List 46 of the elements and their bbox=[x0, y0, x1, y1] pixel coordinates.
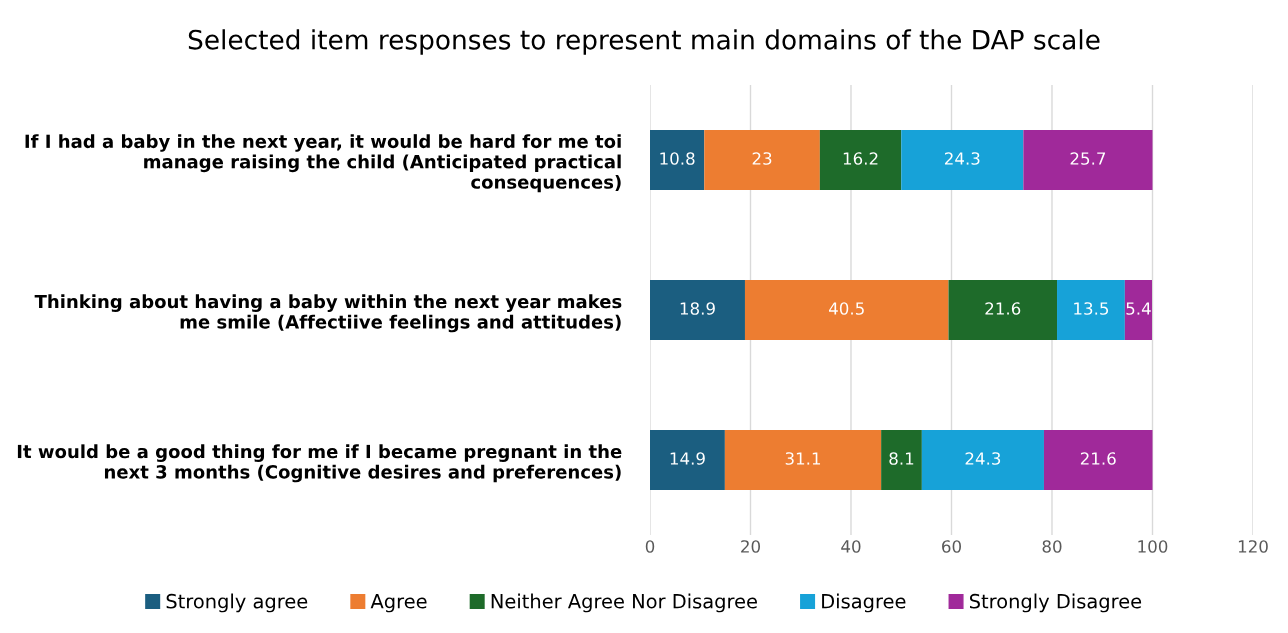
y-tick-label: It would be a good thing for me if I became pregnant in the next 3 months (Cognitive desires and preferences) bbox=[17, 444, 622, 483]
data-label: 21.6 bbox=[985, 302, 1021, 315]
x-tick-label: 40 bbox=[841, 540, 861, 553]
bar bbox=[1023, 130, 1153, 190]
x-tick-label: 20 bbox=[741, 540, 760, 553]
x-tick-label: 60 bbox=[942, 540, 961, 553]
data-label: 16.2 bbox=[843, 152, 878, 165]
data-label: 18.9 bbox=[680, 302, 715, 315]
bar bbox=[1124, 280, 1152, 340]
data-label: 5.4 bbox=[1126, 302, 1151, 315]
bar bbox=[901, 130, 1024, 190]
legend-label: Disagree bbox=[822, 593, 906, 613]
data-label: 25.7 bbox=[1070, 152, 1106, 165]
data-label: 23 bbox=[752, 152, 772, 165]
data-label: 14.9 bbox=[670, 452, 705, 465]
data-label: 10.8 bbox=[660, 152, 695, 165]
x-tick-label: 100 bbox=[1138, 540, 1168, 553]
data-label: 24.3 bbox=[965, 452, 1001, 465]
x-tick-label: 0 bbox=[645, 540, 655, 553]
bar bbox=[819, 130, 902, 190]
data-label: 40.5 bbox=[828, 302, 864, 315]
bar bbox=[704, 130, 820, 190]
bar bbox=[650, 130, 705, 190]
bar bbox=[1043, 430, 1153, 490]
bar bbox=[744, 280, 949, 340]
data-label: 13.5 bbox=[1074, 302, 1109, 315]
data-label: 21.6 bbox=[1080, 452, 1116, 465]
x-tick-label: 80 bbox=[1042, 540, 1062, 553]
bar bbox=[724, 430, 882, 490]
bar bbox=[921, 430, 1044, 490]
y-tick-label: If I had a baby in the next year, it would be hard for me toi manage raising the child (Anticipated practical consequences) bbox=[25, 134, 621, 193]
data-label: 31.1 bbox=[785, 452, 821, 465]
data-label: 24.3 bbox=[944, 152, 980, 165]
x-tick-label: 120 bbox=[1238, 540, 1268, 553]
y-tick-label: Thinking about having a baby within the next year makes me smile (Affectiive feelings and attitudes) bbox=[34, 294, 622, 333]
bar bbox=[948, 280, 1058, 340]
bar bbox=[650, 280, 745, 340]
data-label: 8.1 bbox=[889, 452, 914, 465]
legend-label: Strongly Disagree bbox=[969, 593, 1142, 613]
legend-label: Agree bbox=[370, 594, 427, 613]
bar bbox=[650, 430, 725, 490]
chart-title: Selected item responses to represent main domains of the DAP scale bbox=[188, 29, 1100, 55]
legend-label: Neither Agree Nor Disagree bbox=[491, 593, 757, 613]
legend-label: Strongly agree bbox=[166, 593, 308, 613]
bar bbox=[881, 430, 922, 490]
bar bbox=[1057, 280, 1125, 340]
